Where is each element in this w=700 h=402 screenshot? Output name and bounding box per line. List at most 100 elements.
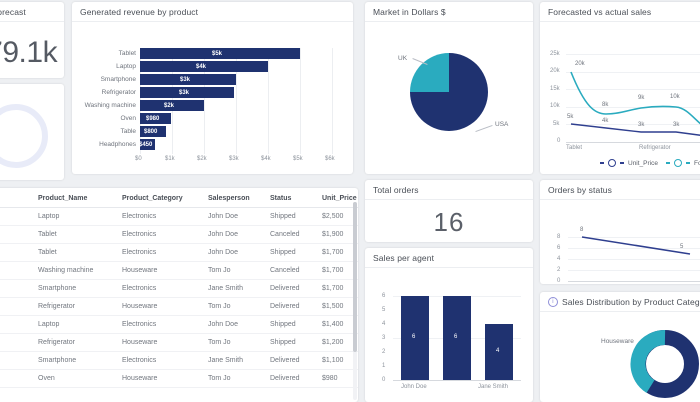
sales-per-agent-chart: 6 5 4 3 2 1 0 6 6 4 John Doe Jane Smith [365, 268, 533, 402]
bar[interactable] [140, 61, 268, 72]
gridline [332, 48, 333, 154]
cell-order-date: 00:00 [0, 333, 38, 352]
forecast-actual-chart: 25k 20k 15k 10k 5k 0 20k 8k 9k 10k 5k [540, 22, 700, 174]
x-tick-label: $3k [229, 156, 239, 162]
x-tick-label: $2k [197, 156, 207, 162]
cell-salesperson: Jane Smith [208, 351, 270, 370]
gridline [566, 89, 700, 90]
column-header-product-category[interactable]: Product_Category [122, 190, 208, 208]
donut-chart-svg[interactable] [540, 312, 700, 402]
y-tick-label: 15k [550, 86, 560, 92]
pie-slice-uk[interactable] [410, 53, 449, 92]
gridline [568, 237, 700, 238]
cell-order-date: 00:00 [0, 297, 38, 316]
cell-product-name: Laptop [38, 315, 122, 334]
orders-table-wrap[interactable]: Order_Date Product_Name Product_Category… [0, 190, 358, 388]
pie-chart-svg[interactable] [365, 22, 533, 172]
cell-status: Delivered [270, 297, 322, 316]
card-generated-revenue: Generated revenue by product Tablet Lapt… [72, 2, 353, 174]
bar[interactable] [140, 48, 300, 59]
x-tick-label: John Doe [401, 384, 427, 390]
line-chart-svg[interactable] [540, 22, 700, 172]
table-row[interactable]: 00:00 Refrigerator Houseware Tom Jo Ship… [0, 333, 358, 352]
generated-revenue-chart: Tablet Laptop Smartphone Refrigerator Wa… [72, 22, 353, 174]
legend-label: Forecast [694, 159, 700, 167]
bar-value-label: $450 [139, 142, 153, 148]
cell-order-date [0, 225, 38, 244]
bar[interactable] [140, 100, 204, 111]
y-tick-label: 0 [557, 278, 561, 284]
cell-status: Canceled [270, 261, 322, 280]
category-label: Refrigerator [101, 89, 136, 96]
cell-order-date: 00:00 [0, 207, 38, 226]
forecast-value: $79.1k [0, 36, 58, 69]
table-row[interactable]: 00:00 Oven Houseware Tom Jo Delivered $9… [0, 369, 358, 388]
cell-salesperson: John Doe [208, 315, 270, 334]
table-row[interactable]: 00:00 Washing machine Houseware Tom Jo C… [0, 261, 358, 280]
card-sales-per-agent: Sales per agent 6 5 4 3 2 1 0 6 6 4 John… [365, 248, 533, 402]
cell-product-category: Houseware [122, 261, 208, 280]
cell-order-date: 00:00 [0, 261, 38, 280]
legend-item-forecast[interactable]: Forecast [666, 159, 700, 167]
column-header-product-name[interactable]: Product_Name [38, 190, 122, 208]
legend-item-unit-price[interactable]: Unit_Price [600, 159, 658, 167]
table-row[interactable]: 00:00 Refrigerator Houseware Tom Jo Deli… [0, 297, 358, 316]
legend-dash-icon [600, 162, 604, 164]
column-header-salesperson[interactable]: Salesperson [208, 190, 270, 208]
line-chart-svg[interactable] [540, 200, 700, 284]
column-header-unit-price[interactable]: Unit_Price [322, 190, 358, 208]
column-header-order-date[interactable]: Order_Date [0, 190, 38, 208]
bar[interactable] [401, 296, 429, 380]
card-total-orders: Total orders 16 [365, 180, 533, 242]
x-tick-label: Jane Smith [478, 384, 509, 390]
cell-order-date: 00:00 [0, 351, 38, 370]
total-orders-value: 16 [433, 206, 465, 237]
table-row[interactable]: 00:00 Smartphone Electronics Jane Smith … [0, 351, 358, 370]
gridline [204, 48, 205, 154]
bar[interactable] [140, 74, 236, 85]
cell-status: Canceled [270, 225, 322, 244]
table-scrollbar-thumb[interactable] [353, 202, 357, 352]
table-row[interactable]: Tablet Electronics John Doe Canceled $1,… [0, 225, 358, 244]
cell-unit-price: $980 [322, 369, 358, 388]
table-row[interactable]: 00:00 Laptop Electronics John Doe Shippe… [0, 207, 358, 226]
point-label: 5k [567, 114, 574, 120]
cell-salesperson: John Doe [208, 225, 270, 244]
bar[interactable] [485, 324, 513, 380]
cell-product-category: Electronics [122, 207, 208, 226]
orders-by-status-chart: 8 6 4 2 0 8 5 Delivered Shipped [540, 200, 700, 284]
cell-salesperson: Jane Smith [208, 279, 270, 298]
x-axis [568, 281, 700, 282]
point-label: 4k [602, 118, 609, 124]
x-tick-label: $0 [135, 156, 142, 162]
bar[interactable] [140, 126, 166, 137]
bar[interactable] [140, 139, 155, 150]
bar[interactable] [140, 87, 234, 98]
table-row[interactable]: 00:00 Tablet Electronics John Doe Shippe… [0, 243, 358, 262]
bar[interactable] [443, 296, 471, 380]
card-generated-revenue-title: Generated revenue by product [72, 2, 353, 22]
cell-salesperson: John Doe [208, 243, 270, 262]
bar-value-label: 6 [412, 334, 416, 340]
market-dollars-chart: UK USA [365, 22, 533, 174]
table-row[interactable]: 00:00 Smartphone Electronics Jane Smith … [0, 279, 358, 298]
y-tick-label: 5 [382, 307, 386, 313]
info-icon[interactable]: i [548, 297, 558, 307]
point-label: 10k [670, 94, 680, 100]
gridline [566, 124, 700, 125]
cell-status: Shipped [270, 333, 322, 352]
bar[interactable] [140, 113, 171, 124]
cell-order-date: 00:00 [0, 243, 38, 262]
table-row[interactable]: 00:00 Laptop Electronics John Doe Shippe… [0, 315, 358, 334]
card-orders-by-status-title: Orders by status [540, 180, 700, 200]
point-label: 20k [575, 61, 585, 67]
y-tick-label: 10k [550, 103, 560, 109]
table-scrollbar[interactable] [353, 202, 357, 400]
card-total-orders-title: Total orders [365, 180, 533, 200]
y-tick-label: 20k [550, 68, 560, 74]
donut-slice-houseware[interactable] [630, 329, 666, 393]
total-orders-body: 16 [365, 200, 533, 242]
column-header-status[interactable]: Status [270, 190, 322, 208]
category-label: Laptop [116, 63, 136, 70]
cell-unit-price: $1,100 [322, 351, 358, 370]
